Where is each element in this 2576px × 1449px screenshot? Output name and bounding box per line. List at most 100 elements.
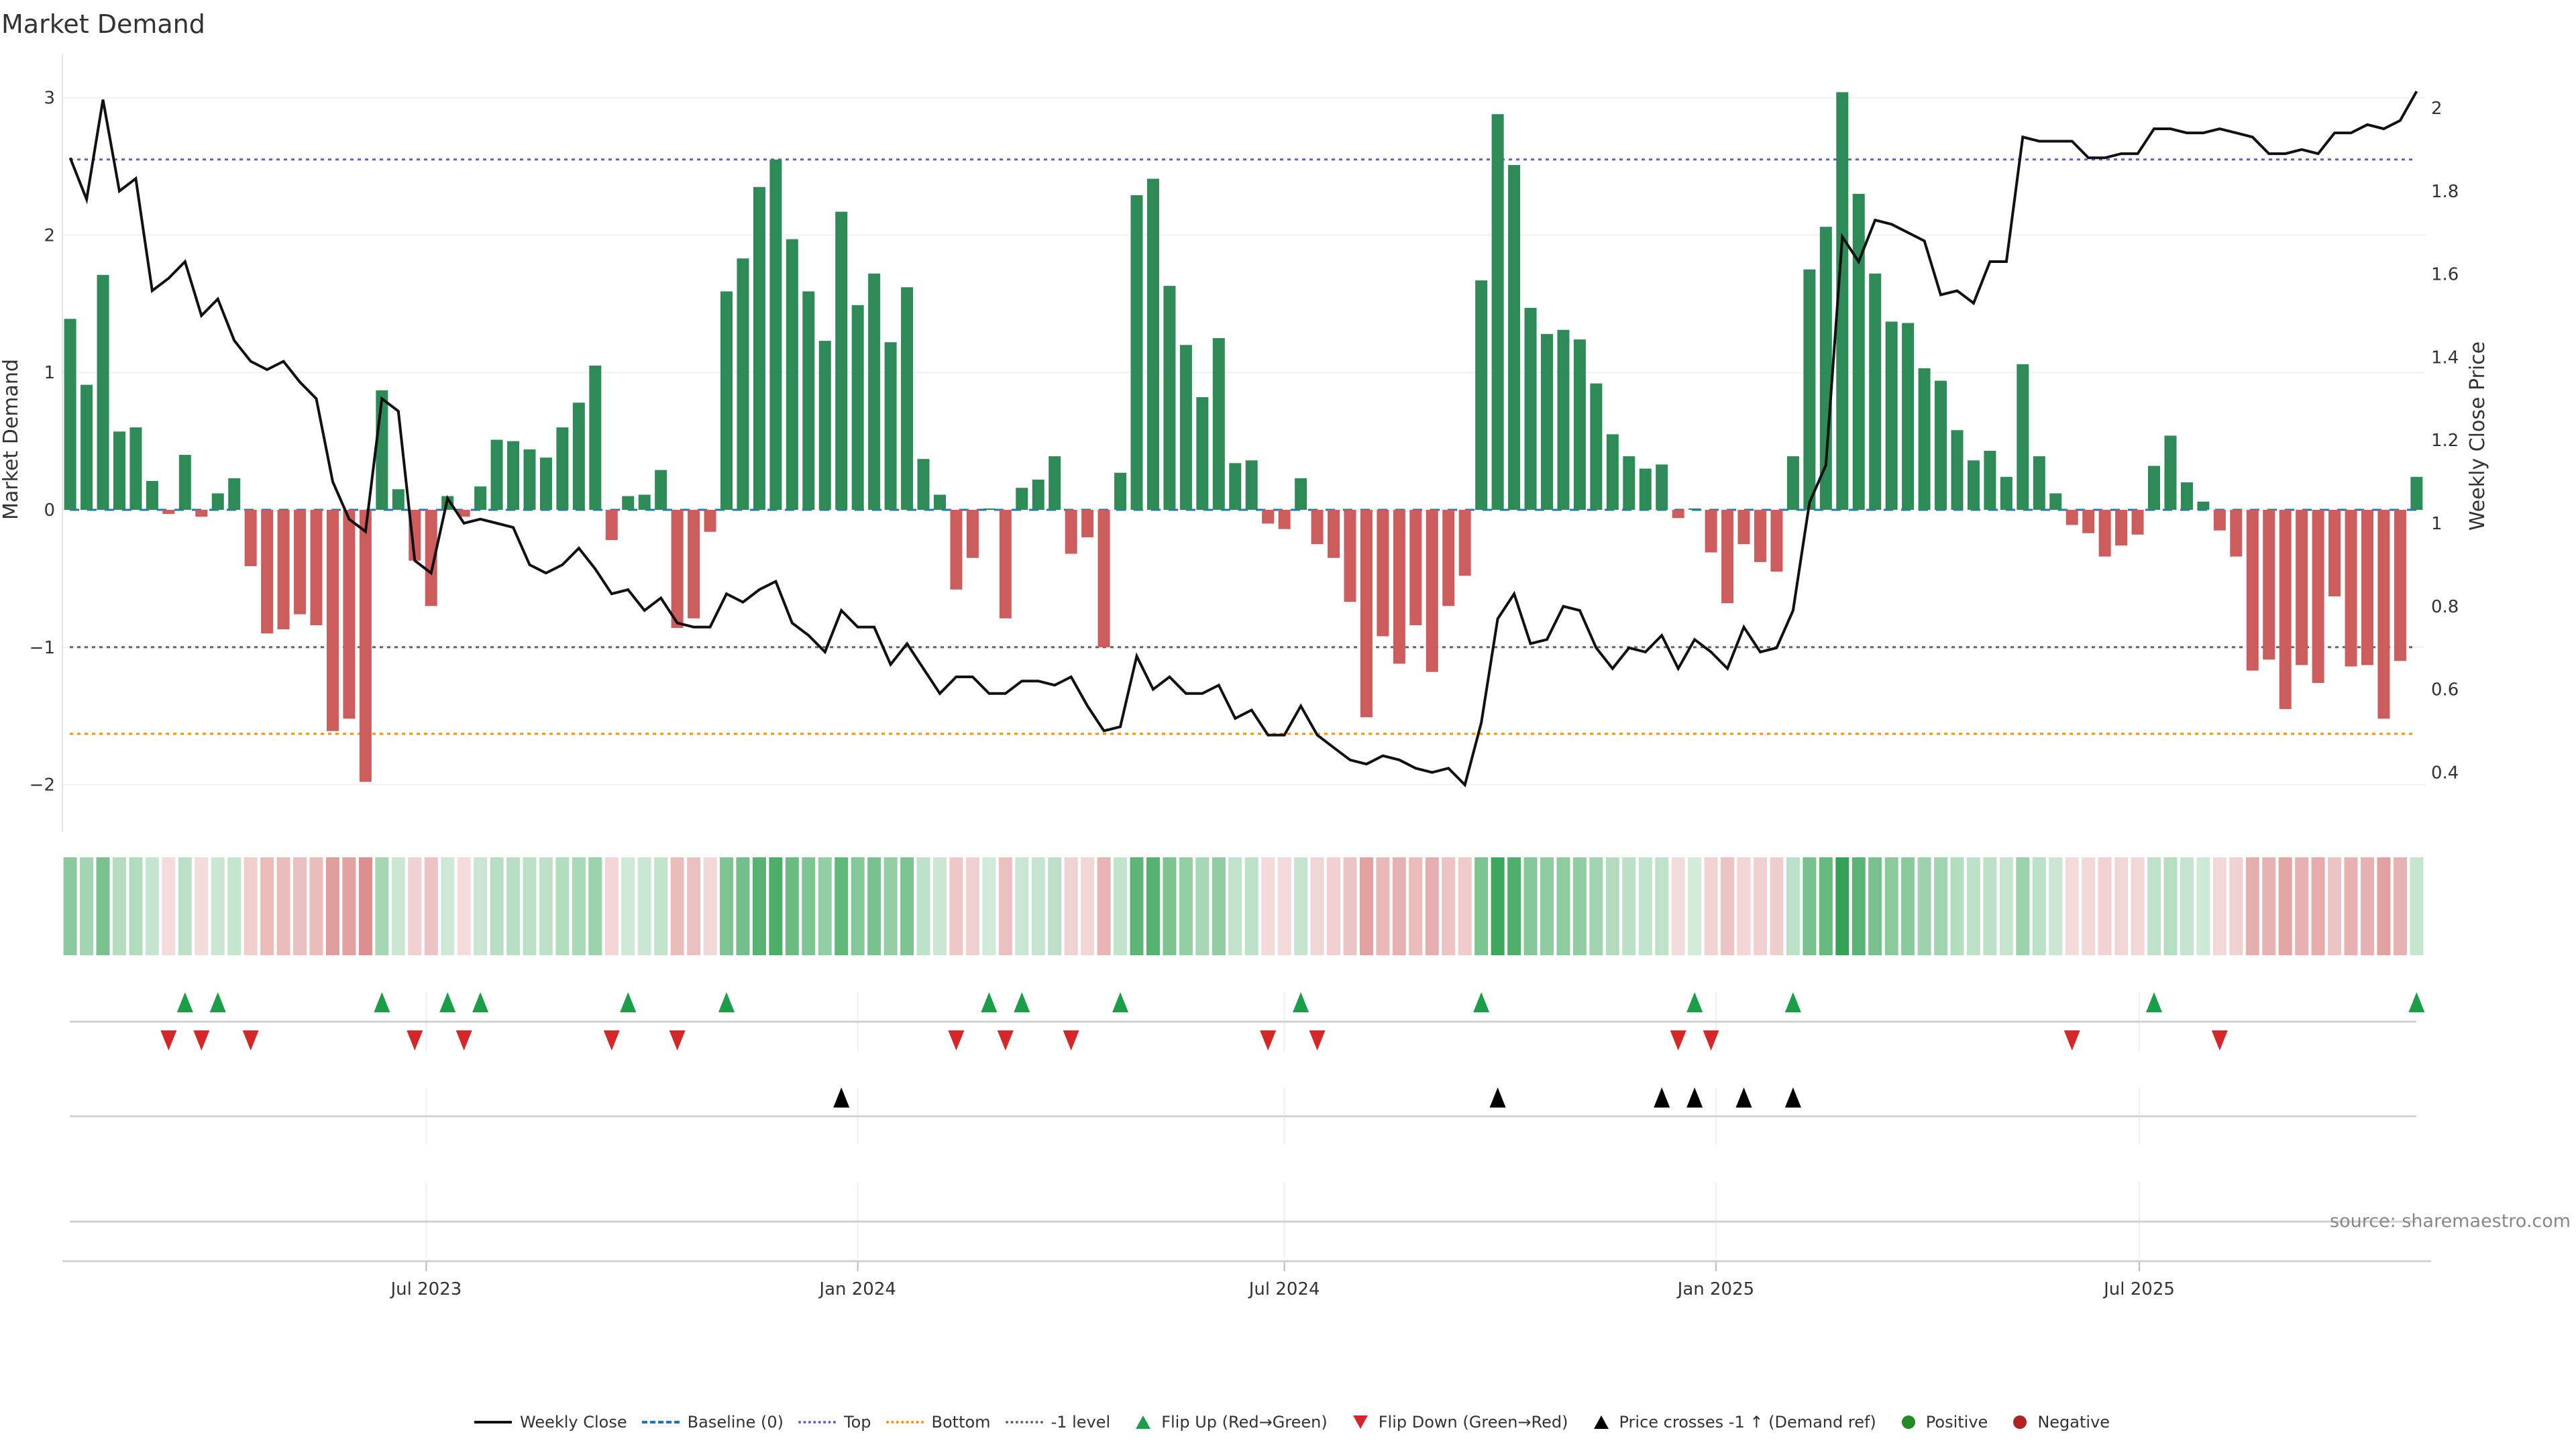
legend-item-price-cross[interactable]: Price crosses -1 ↑ (Demand ref): [1583, 1413, 1876, 1432]
legend-item-flip-down[interactable]: Flip Down (Green→Red): [1342, 1413, 1568, 1432]
demand-bar: [999, 510, 1012, 619]
y2-tick-label: 0.4: [2431, 763, 2459, 783]
y2-tick-label: 2: [2431, 99, 2443, 119]
heat-strip-cell: [490, 857, 504, 955]
demand-bar: [1573, 339, 1586, 510]
demand-bar: [1885, 321, 1898, 510]
heat-strip-cell: [867, 857, 881, 955]
heat-strip-cell: [687, 857, 701, 955]
heat-strip-cell: [2147, 857, 2161, 955]
legend-item-weekly-close[interactable]: Weekly Close: [474, 1413, 627, 1432]
heat-strip-cell: [162, 857, 176, 955]
heat-strip-cell: [1228, 857, 1242, 955]
y-axis-title: Market Demand: [0, 359, 23, 520]
demand-bar: [2296, 510, 2308, 665]
heat-strip-cell: [1770, 857, 1784, 955]
legend-item-negative[interactable]: Negative: [2002, 1413, 2110, 1432]
heat-strip-cell: [2344, 857, 2358, 955]
demand-bar: [1081, 510, 1094, 537]
demand-bar: [178, 455, 191, 510]
heat-strip-cell: [408, 857, 422, 955]
demand-bar: [2131, 510, 2144, 535]
demand-bar: [769, 159, 782, 510]
demand-bar: [1130, 195, 1143, 510]
flip-down-marker: [948, 1030, 965, 1051]
heat-strip-cell: [276, 857, 290, 955]
heat-strip-cell: [1277, 857, 1291, 955]
demand-bar: [1311, 510, 1324, 545]
demand-bar: [2049, 493, 2062, 510]
heat-strip-cell: [2212, 857, 2226, 955]
heat-strip-cell: [1737, 857, 1751, 955]
heat-strip-cell: [96, 857, 110, 955]
chart-title: Market Demand: [1, 9, 205, 39]
heat-strip-cell: [358, 857, 372, 955]
heat-strip-cell: [982, 857, 996, 955]
demand-bar: [2213, 510, 2226, 531]
heat-strip-cell: [1163, 857, 1177, 955]
heat-strip-cell: [965, 857, 979, 955]
heat-strip-cell: [2032, 857, 2046, 955]
triangle-up-icon: [1136, 1415, 1151, 1429]
demand-bar: [655, 470, 667, 510]
demand-bar: [2098, 510, 2111, 557]
heat-strip-cell: [1179, 857, 1193, 955]
price-cross-panel: [70, 1087, 2416, 1118]
flip-down-marker: [1063, 1030, 1079, 1051]
legend-label: Price crosses -1 ↑ (Demand ref): [1619, 1413, 1876, 1432]
heat-strip-cell: [1983, 857, 1997, 955]
demand-bar: [1409, 510, 1422, 626]
legend-label: Weekly Close: [520, 1413, 627, 1432]
heat-strip-cell: [457, 857, 471, 955]
demand-bar: [64, 319, 76, 510]
heat-strip-cell: [654, 857, 668, 955]
y-tick-label: 2: [44, 225, 55, 246]
demand-bar: [835, 211, 848, 510]
demand-bar: [704, 510, 716, 532]
flip-up-marker: [981, 992, 998, 1012]
heat-strip-cell: [1884, 857, 1898, 955]
legend-item-flip-up[interactable]: Flip Up (Red→Green): [1125, 1413, 1328, 1432]
demand-bar: [211, 493, 224, 510]
x-tick-label: Jan 2024: [818, 1279, 896, 1299]
legend-item-bottom[interactable]: Bottom: [885, 1413, 991, 1432]
demand-bar: [490, 439, 503, 510]
heat-strip-cell: [1442, 857, 1456, 955]
y2-tick-label: 1.2: [2431, 431, 2459, 451]
legend-item-minus1[interactable]: -1 level: [1005, 1413, 1110, 1432]
demand-bar: [359, 510, 372, 782]
heat-strip-cell: [2098, 857, 2112, 955]
demand-bar: [1508, 164, 1521, 510]
heat-strip-cell: [2245, 857, 2259, 955]
demand-bar: [1688, 508, 1701, 510]
flip-down-marker: [669, 1030, 686, 1051]
y-tick-label: 0: [44, 500, 55, 521]
x-tick-label: Jul 2023: [389, 1279, 462, 1299]
legend-label: Negative: [2037, 1413, 2110, 1432]
legend: Weekly Close Baseline (0) Top Bottom -1 …: [474, 1413, 2125, 1432]
price-cross-marker: [1654, 1087, 1670, 1108]
triangle-down-icon: [1352, 1415, 1368, 1429]
heat-strip-cell: [2377, 857, 2391, 955]
heat-strip-cell: [523, 857, 537, 955]
heat-strip-cell: [1819, 857, 1833, 955]
demand-bar: [737, 258, 749, 510]
demand-bar: [753, 186, 765, 510]
demand-bar: [228, 478, 241, 510]
demand-bar: [2180, 482, 2193, 510]
legend-item-baseline[interactable]: Baseline (0): [641, 1413, 784, 1432]
demand-bar: [2115, 510, 2128, 546]
demand-bar: [1852, 193, 1865, 510]
y-tick-label: −1: [30, 638, 55, 658]
legend-item-positive[interactable]: Positive: [1891, 1413, 1988, 1432]
flip-up-marker: [1112, 992, 1129, 1012]
heat-strip-cell: [1786, 857, 1800, 955]
flip-up-marker: [472, 992, 489, 1012]
flip-up-marker: [176, 992, 193, 1012]
heat-strip-cell: [391, 857, 405, 955]
heat-strip-cell: [2311, 857, 2325, 955]
heat-strip-cell: [1097, 857, 1111, 955]
heat-strip-cell: [1146, 857, 1160, 955]
y2-tick-label: 1.8: [2431, 182, 2459, 202]
legend-item-top[interactable]: Top: [798, 1413, 871, 1432]
